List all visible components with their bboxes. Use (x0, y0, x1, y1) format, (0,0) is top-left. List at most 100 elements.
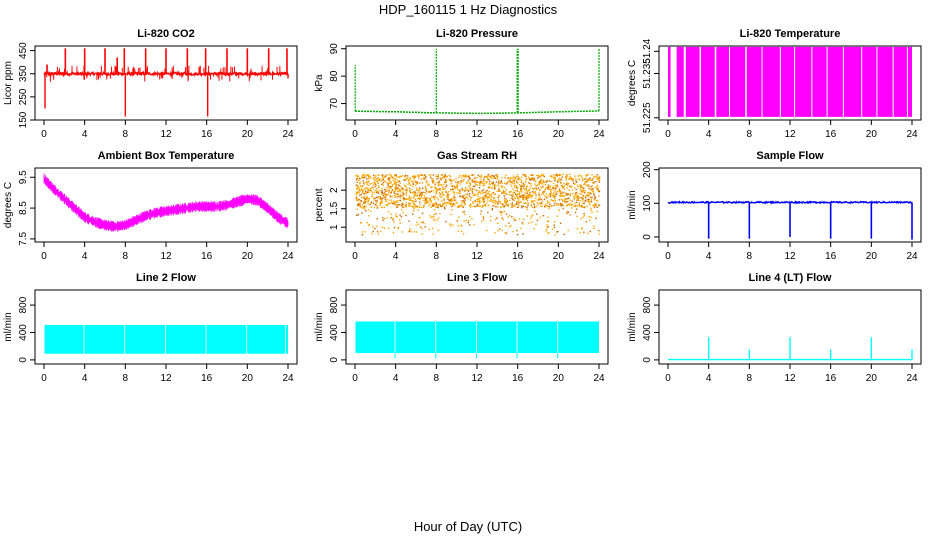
scatter-point (393, 190, 395, 193)
scatter-point (547, 232, 549, 235)
scatter-point (416, 194, 419, 197)
scatter-point (482, 184, 484, 187)
scatter-point (365, 192, 368, 195)
scatter-point (543, 191, 546, 193)
scatter-point (582, 198, 584, 201)
scatter-point (442, 202, 444, 205)
scatter-point (566, 194, 568, 196)
scatter-point (554, 234, 557, 236)
scatter-point (424, 197, 426, 199)
scatter-point (519, 200, 522, 203)
scatter-point (446, 202, 448, 204)
scatter-point (560, 198, 563, 201)
scatter-point (429, 191, 431, 193)
scatter-point (368, 191, 370, 194)
scatter-point (485, 175, 488, 178)
scatter-point (475, 205, 477, 208)
scatter-point (530, 196, 533, 199)
series-line (355, 110, 599, 115)
scatter-point (364, 187, 367, 189)
scatter-point (427, 183, 430, 186)
scatter-point (471, 179, 474, 181)
scatter-point (379, 198, 381, 200)
scatter-point (360, 189, 363, 191)
scatter-point (446, 196, 449, 199)
scatter-point (389, 185, 391, 188)
series-band (165, 324, 206, 354)
scatter-point (479, 200, 481, 202)
scatter-point (363, 206, 366, 209)
plot-area (668, 46, 912, 118)
scatter-point (588, 216, 590, 218)
scatter-point (525, 192, 527, 195)
scatter-point (505, 201, 507, 204)
scatter-point (441, 191, 444, 193)
scatter-point (405, 178, 407, 180)
scatter-point (420, 221, 422, 224)
scatter-point (527, 194, 529, 196)
x-tick-label: 0 (352, 251, 358, 262)
series-band (476, 321, 517, 354)
scatter-point (407, 197, 410, 200)
scatter-point (399, 182, 401, 184)
scatter-point (413, 201, 415, 203)
scatter-point (580, 196, 582, 199)
scatter-point (503, 210, 506, 213)
scatter-point (567, 182, 570, 185)
scatter-point (440, 174, 442, 176)
scatter-point (507, 205, 509, 207)
scatter-point (417, 189, 419, 191)
scatter-point (416, 205, 418, 208)
scatter-point (545, 228, 548, 230)
scatter-point (456, 219, 458, 222)
scatter-point (381, 201, 384, 203)
scatter-point (447, 195, 449, 198)
scatter-point (452, 224, 454, 226)
scatter-point (372, 184, 374, 186)
scatter-point (436, 197, 438, 199)
scatter-point (467, 180, 469, 182)
scatter-point (423, 178, 425, 180)
scatter-point (586, 205, 589, 207)
scatter-point (508, 193, 511, 196)
scatter-point (402, 189, 405, 192)
scatter-point (414, 198, 417, 200)
scatter-point (362, 177, 364, 179)
scatter-point (577, 186, 579, 188)
scatter-point (408, 220, 410, 222)
scatter-point (559, 190, 562, 192)
scatter-point (520, 187, 522, 190)
scatter-point (380, 202, 382, 204)
y-tick-label: 400 (329, 324, 340, 341)
scatter-point (412, 180, 414, 183)
scatter-point (475, 180, 478, 182)
scatter-point (564, 192, 567, 194)
scatter-point (445, 191, 448, 193)
scatter-point (542, 193, 544, 195)
scatter-point (446, 194, 449, 196)
scatter-point (554, 184, 556, 187)
scatter-point (398, 190, 400, 193)
scatter-point (445, 179, 447, 181)
scatter-point (551, 186, 554, 188)
scatter-point (504, 201, 506, 203)
series-line (667, 200, 913, 205)
scatter-point (491, 196, 493, 198)
scatter-point (573, 187, 576, 189)
scatter-point (522, 182, 525, 185)
scatter-point (441, 174, 443, 176)
scatter-point (534, 200, 536, 202)
scatter-point (581, 227, 583, 229)
scatter-point (401, 231, 404, 233)
scatter-point (454, 196, 456, 199)
scatter-point (528, 176, 530, 179)
scatter-point (580, 193, 582, 195)
scatter-point (398, 203, 400, 206)
scatter-point (528, 182, 530, 184)
scatter-point (547, 220, 550, 222)
scatter-point (556, 192, 558, 195)
scatter-point (598, 204, 600, 207)
scatter-point (476, 203, 479, 206)
scatter-point (542, 183, 544, 185)
